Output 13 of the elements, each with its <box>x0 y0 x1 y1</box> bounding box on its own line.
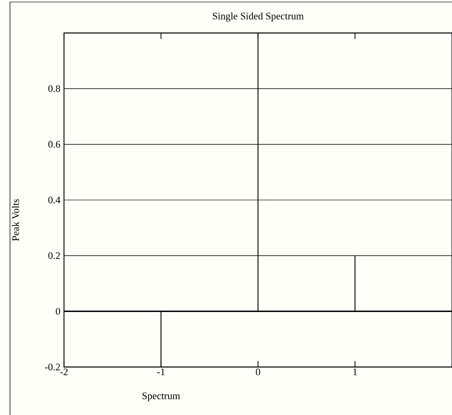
x-axis-title: Spectrum <box>142 392 180 402</box>
y-tick-label: 0 <box>56 308 60 315</box>
x-tick-label: 0 <box>256 368 260 376</box>
y-tick-label: -0.2 <box>45 364 60 370</box>
y-tick-label: 0.6 <box>48 140 60 148</box>
chart-title: Single Sided Spectrum <box>212 12 304 22</box>
x-tick-label: -2 <box>60 368 68 376</box>
y-axis-title: Peak Volts <box>12 199 20 241</box>
y-tick-label: 0.8 <box>48 85 60 92</box>
x-tick-label: -1 <box>157 368 165 376</box>
y-tick-label: 0.4 <box>48 196 60 204</box>
y-tick-label: 0.2 <box>48 252 60 260</box>
x-tick-label: 1 <box>353 368 357 376</box>
